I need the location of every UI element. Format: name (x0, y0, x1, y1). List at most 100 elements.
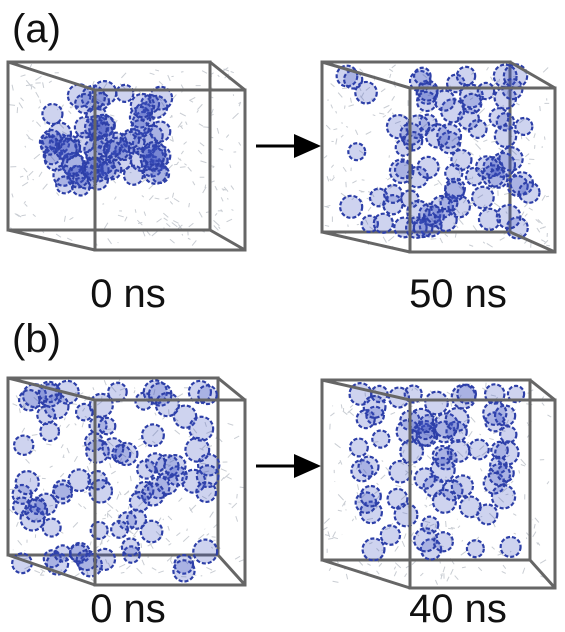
solvent (227, 219, 232, 222)
solvent (435, 580, 437, 585)
solvent (102, 518, 105, 519)
solvent (198, 534, 204, 539)
solvent (175, 430, 180, 434)
solvent (513, 514, 516, 516)
fullerene (414, 218, 433, 237)
solvent (188, 167, 192, 171)
solvent (228, 198, 229, 199)
solvent (118, 242, 119, 243)
solvent (214, 226, 219, 231)
solvent (145, 444, 147, 447)
cube-edge (510, 232, 555, 252)
fullerene (437, 124, 461, 148)
solvent (368, 455, 370, 457)
solvent (429, 111, 431, 112)
solvent (163, 519, 164, 520)
solvent (50, 466, 53, 467)
solvent (330, 413, 334, 416)
solvent (27, 176, 28, 180)
fullerene (116, 85, 133, 102)
solvent (349, 105, 354, 107)
solvent (172, 223, 178, 227)
solvent (33, 179, 34, 180)
solvent (20, 176, 23, 177)
solvent (74, 573, 79, 576)
solvent (121, 73, 126, 78)
solvent (57, 193, 60, 196)
solvent (359, 561, 363, 565)
solvent (142, 195, 144, 197)
fullerene (458, 109, 479, 130)
cube-edge (210, 62, 245, 90)
solvent (89, 461, 91, 464)
solvent (368, 207, 371, 211)
solvent (338, 462, 340, 464)
solvent (504, 193, 509, 194)
solvent (386, 467, 389, 471)
solvent (166, 538, 170, 542)
solvent (448, 528, 453, 529)
solvent (405, 574, 407, 577)
solvent (233, 113, 239, 119)
solvent (475, 144, 480, 150)
solvent (82, 422, 83, 427)
fullerene (451, 150, 471, 170)
solvent (438, 180, 442, 185)
solvent (21, 98, 24, 101)
solvent (12, 85, 13, 91)
solvent (12, 194, 13, 198)
fullerene (124, 166, 143, 185)
solvent (170, 239, 175, 243)
solvent (108, 238, 112, 243)
fullerene (400, 440, 423, 463)
solvent (189, 203, 190, 207)
solvent (341, 193, 347, 197)
solvent (19, 103, 23, 109)
solvent (459, 219, 464, 225)
fullerene (477, 505, 497, 525)
solvent (228, 423, 234, 425)
fullerene (131, 120, 149, 138)
solvent (202, 71, 207, 74)
solvent (342, 88, 348, 89)
solvent (473, 226, 477, 232)
fullerene (497, 465, 513, 481)
solvent (469, 431, 473, 437)
solvent (368, 192, 370, 193)
solvent (533, 532, 536, 537)
solvent (40, 100, 41, 104)
solvent (491, 77, 493, 81)
solvent (172, 193, 173, 198)
fullerene (501, 537, 521, 557)
fullerene (25, 500, 47, 522)
solvent (331, 105, 333, 109)
solvent (33, 214, 36, 216)
solvent (34, 154, 40, 159)
solvent (124, 492, 129, 495)
fullerene (478, 83, 494, 99)
fullerene (348, 143, 365, 160)
fullerene (435, 209, 457, 231)
solvent (189, 507, 192, 512)
solvent (346, 574, 347, 579)
fullerene (90, 394, 113, 417)
solvent (142, 560, 144, 565)
solvent (343, 167, 346, 172)
solvent (360, 69, 363, 72)
solvent (193, 181, 195, 185)
solvent (21, 75, 26, 77)
fullerene (53, 480, 71, 498)
solvent (138, 444, 143, 447)
solvent (168, 526, 169, 531)
fullerene (489, 169, 508, 188)
solvent (181, 85, 183, 89)
solvent (440, 238, 442, 243)
solvent (534, 133, 535, 138)
solvent (479, 434, 480, 435)
solvent (26, 459, 30, 463)
solvent (144, 212, 146, 216)
solvent (215, 186, 217, 190)
fullerene (91, 522, 108, 539)
fullerene (14, 436, 33, 455)
solvent (180, 113, 186, 116)
